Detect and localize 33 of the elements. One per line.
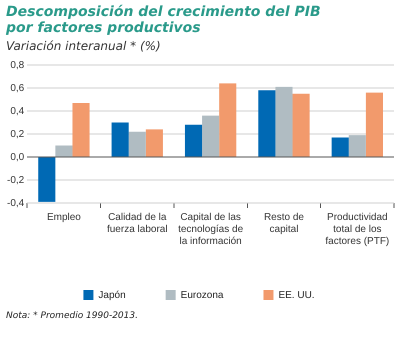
bar [366,92,383,156]
y-tick-label: -0,4 [6,198,25,209]
bar [184,124,202,156]
bar [292,94,310,156]
chart-subtitle: Variación interanual * (%) [5,38,162,55]
bar [72,102,90,156]
chart-title: Descomposición del crecimiento del PIB por factores productivos [5,3,322,36]
bar [219,83,236,156]
y-tick-label: 0,6 [10,82,25,94]
y-tick-label: 0,0 [10,152,25,163]
y-tick-label: -0,2 [6,174,25,186]
legend-label: Eurozona [180,290,224,301]
bar [128,132,146,156]
x-tick-label: Empleo [46,212,82,223]
bar [258,90,276,156]
y-tick-label: 0,2 [10,128,25,140]
x-tick-label: Productividad total de los factores (PTF) [325,212,390,247]
bar [202,116,220,156]
bar [332,137,349,156]
bar [348,135,366,156]
bar [146,129,163,156]
y-tick-label: 0,8 [10,60,25,71]
x-tick-label: Resto de capital [264,212,304,235]
text: Nota: * Promedio 1990-2013. [5,310,139,322]
legend-label: Japón [98,290,126,301]
bar [55,146,72,156]
y-tick-label: 0,4 [10,106,25,117]
bar [275,86,293,156]
x-tick-label: Capital de las tecnologías de la información [178,212,244,247]
x-tick-label: Calidad de la fuerza laboral [106,212,168,235]
bar [112,122,129,156]
bar [38,158,56,202]
legend-label: EE. UU. [278,290,315,301]
